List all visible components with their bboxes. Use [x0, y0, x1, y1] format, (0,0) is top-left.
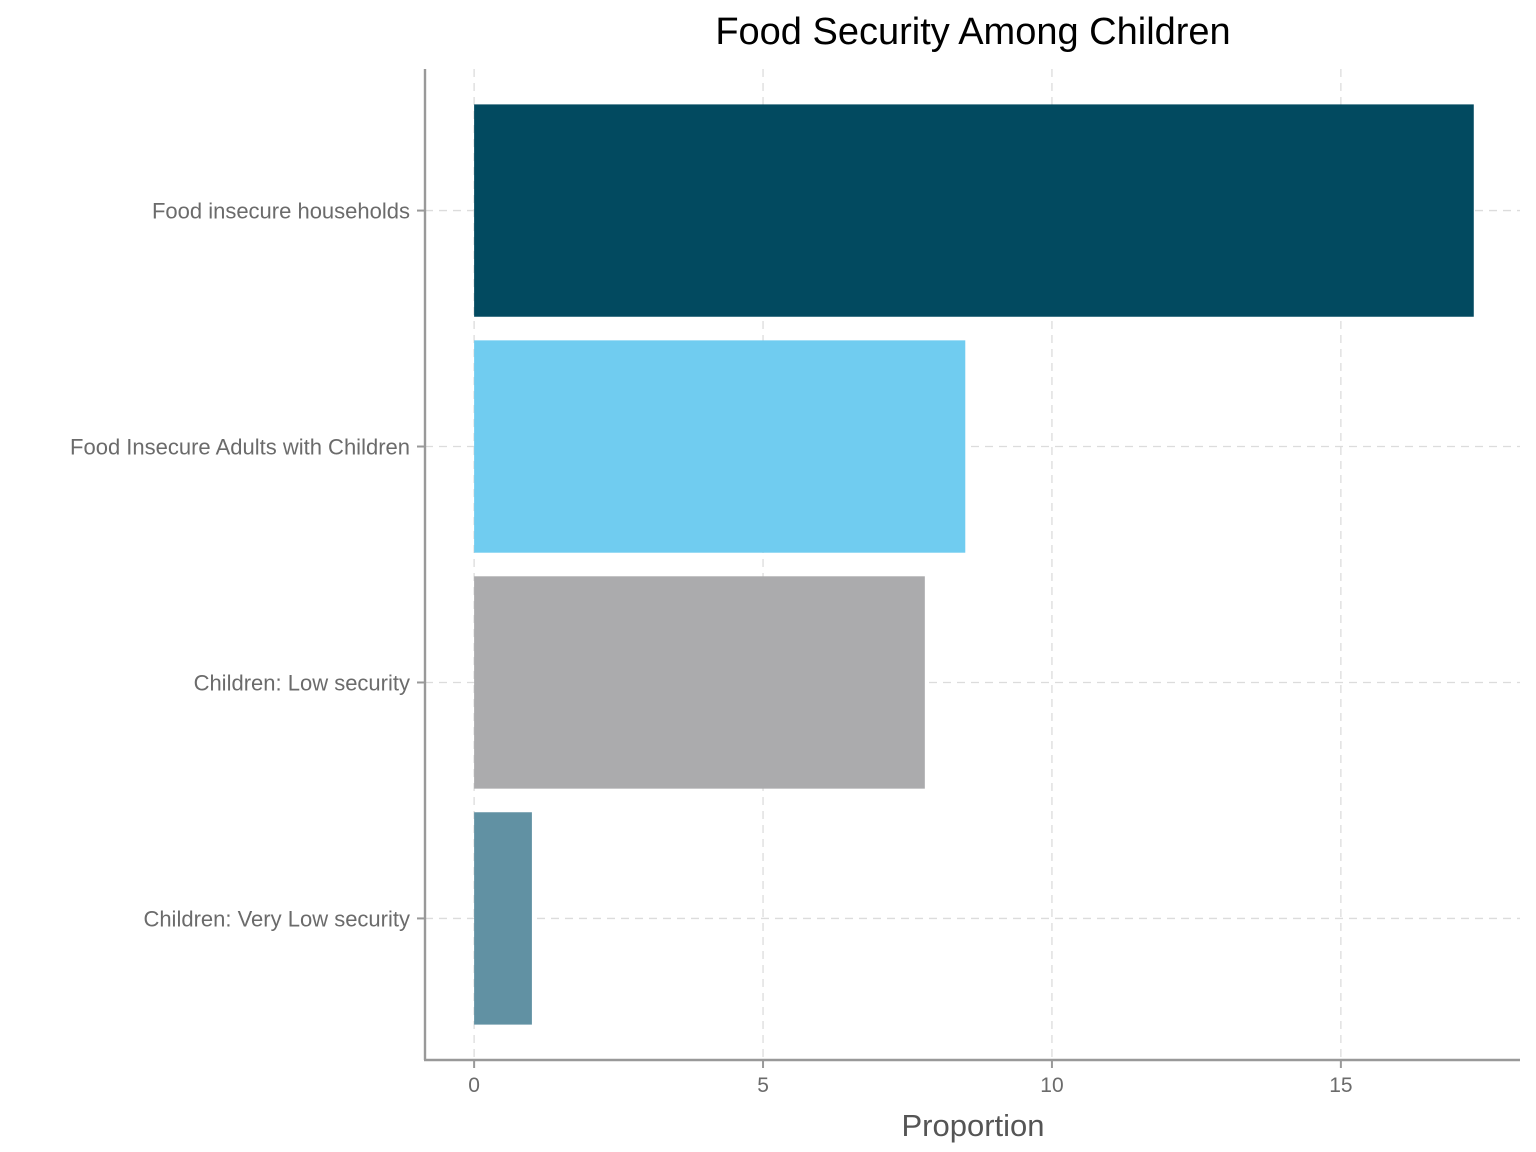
bar	[474, 576, 925, 789]
y-tick-label: Food insecure households	[152, 199, 410, 224]
bar	[474, 812, 532, 1025]
x-tick-label: 15	[1329, 1074, 1352, 1097]
x-tick-label: 0	[468, 1074, 480, 1097]
x-axis-title: Proportion	[901, 1108, 1044, 1143]
y-axis-ticks: Food insecure households Food Insecure Ad…	[70, 199, 425, 931]
y-tick-label: Food Insecure Adults with Children	[70, 435, 410, 460]
chart-title: Food Security Among Children	[715, 11, 1230, 53]
bar	[474, 104, 1474, 317]
x-tick-label: 5	[757, 1074, 769, 1097]
y-tick-label: Children: Low security	[194, 670, 410, 695]
y-tick-label: Children: Very Low security	[143, 906, 410, 931]
bar	[474, 340, 966, 553]
bars	[474, 104, 1474, 1025]
x-tick-label: 10	[1040, 1074, 1063, 1097]
x-axis-ticks: 0 5 10 15	[468, 1060, 1353, 1097]
